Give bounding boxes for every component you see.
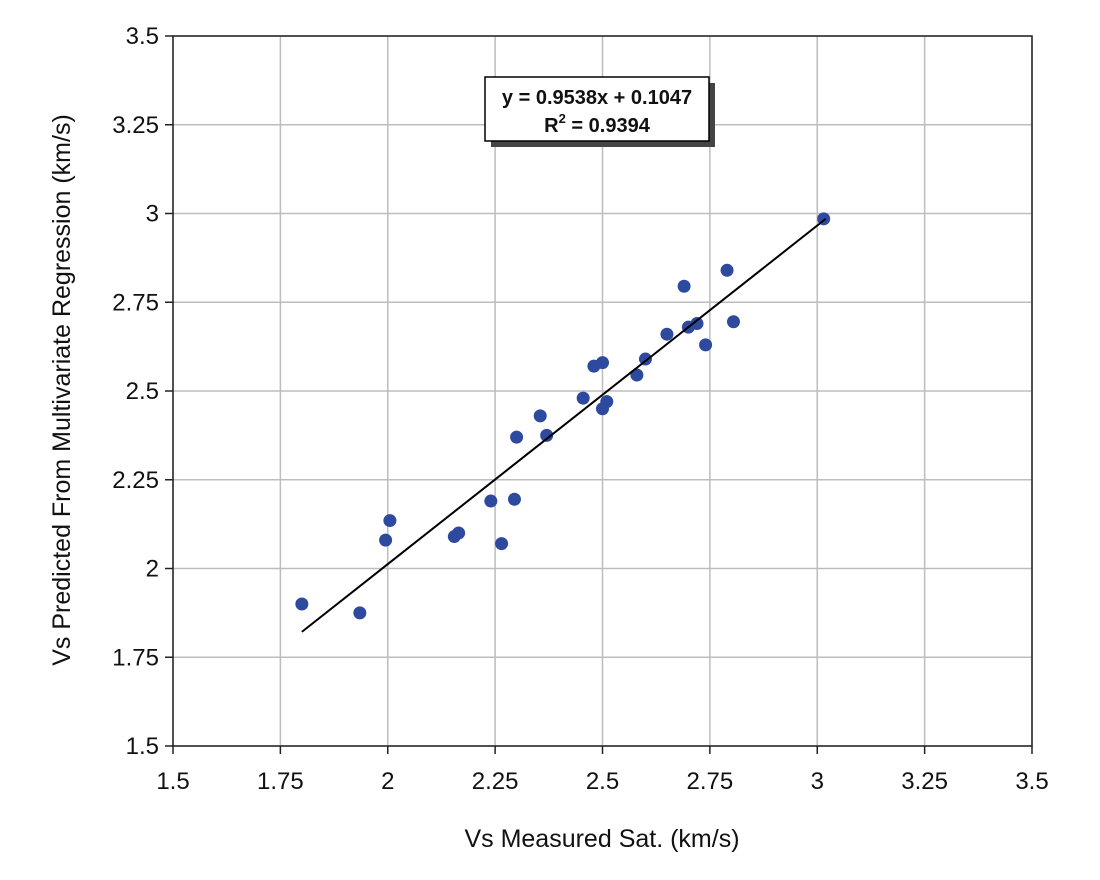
data-point — [677, 279, 691, 293]
data-point — [690, 317, 704, 331]
data-point — [383, 514, 397, 528]
x-tick-label: 1.75 — [257, 768, 304, 795]
data-point — [533, 409, 547, 423]
r-squared-value: = 0.9394 — [566, 115, 651, 137]
data-point — [720, 263, 734, 277]
data-point — [379, 533, 393, 547]
y-tick-label: 2.25 — [112, 467, 159, 494]
x-tick-label: 3.5 — [1015, 768, 1048, 795]
data-point — [576, 391, 590, 405]
data-point — [699, 338, 713, 352]
y-tick-label: 1.75 — [112, 644, 159, 671]
x-tick-label: 3.25 — [901, 768, 948, 795]
data-point — [630, 368, 644, 382]
trendline — [301, 217, 827, 633]
r-squared-label: R2 = 0.9394 — [544, 111, 651, 137]
data-point — [600, 395, 614, 409]
x-tick-label: 2.25 — [472, 768, 519, 795]
x-tick-label: 2 — [381, 768, 394, 795]
data-point — [507, 492, 521, 506]
y-tick-label: 3.25 — [112, 112, 159, 139]
y-tick-label: 3 — [146, 201, 159, 228]
data-point — [660, 327, 674, 341]
data-point — [484, 494, 498, 508]
data-point — [510, 430, 524, 444]
data-point — [596, 356, 609, 370]
data-point — [295, 597, 309, 611]
x-tick-label: 3 — [811, 768, 824, 795]
y-tick-label: 2 — [146, 556, 159, 583]
data-point — [540, 428, 554, 442]
equation-box: y = 0.9538x + 0.1047 R2 = 0.9394 — [484, 76, 715, 147]
y-axis-title: Vs Predicted From Multivariate Regressio… — [48, 114, 76, 666]
r-squared-superscript: 2 — [559, 111, 566, 126]
y-tick-label: 1.5 — [126, 733, 159, 760]
data-points — [295, 212, 831, 620]
trendline-equation: y = 0.9538x + 0.1047 — [502, 87, 692, 109]
data-point — [726, 315, 740, 329]
y-tick-label: 2.75 — [112, 289, 159, 316]
data-point — [452, 526, 466, 540]
x-axis-title: Vs Measured Sat. (km/s) — [464, 825, 739, 853]
x-tick-label: 2.75 — [687, 768, 734, 795]
x-tick-label: 1.5 — [156, 768, 189, 795]
data-point — [495, 537, 509, 551]
r-squared-prefix: R — [544, 115, 559, 137]
data-point — [353, 606, 367, 620]
x-tick-label: 2.5 — [586, 768, 619, 795]
y-tick-label: 3.5 — [126, 23, 159, 50]
axis-ticks: 1.5 1.75 2 2.25 2.5 2.75 3 3.25 3.5 1.5 1.75 2 2.25 2… — [112, 23, 1048, 795]
y-tick-label: 2.5 — [126, 378, 159, 405]
